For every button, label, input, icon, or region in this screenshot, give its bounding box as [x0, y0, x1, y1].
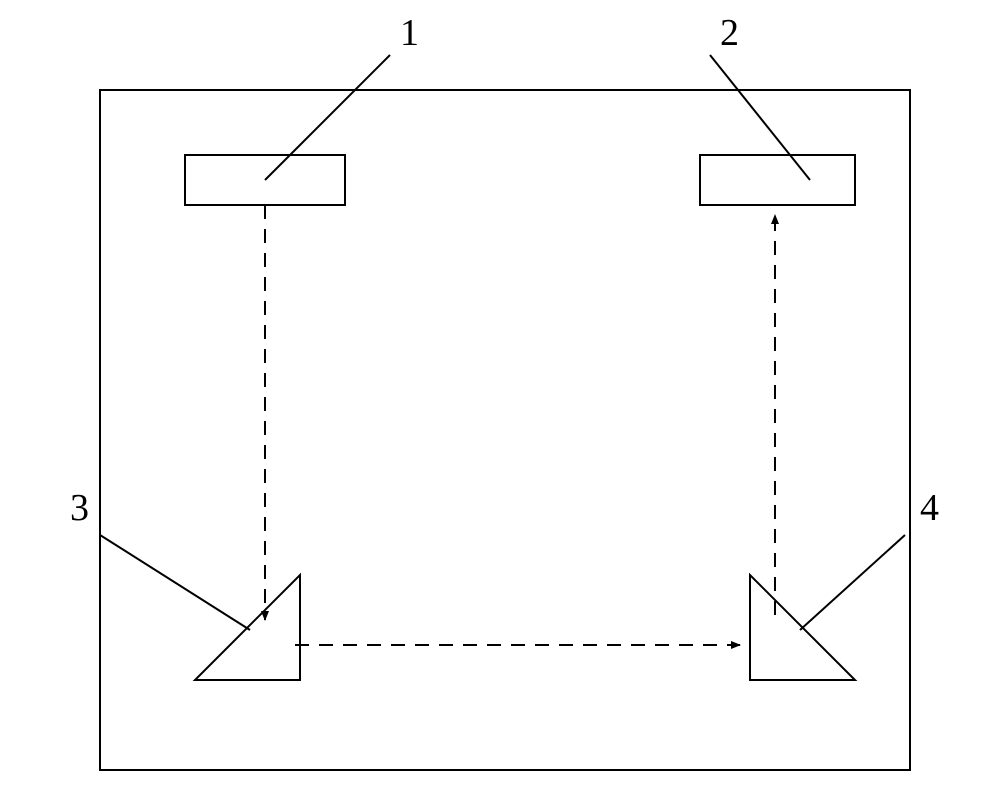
leader-line-4: [800, 535, 905, 630]
label-1: 1: [400, 12, 419, 54]
label-2: 2: [720, 12, 739, 54]
leader-line-3: [100, 535, 250, 630]
leader-line-2: [710, 55, 810, 180]
leader-line-1: [265, 55, 390, 180]
outer-frame: [100, 90, 910, 770]
optical-diagram: 1 2 3 4: [0, 0, 1000, 798]
label-4: 4: [920, 487, 939, 529]
label-3: 3: [70, 487, 89, 529]
component-2: [700, 155, 855, 205]
